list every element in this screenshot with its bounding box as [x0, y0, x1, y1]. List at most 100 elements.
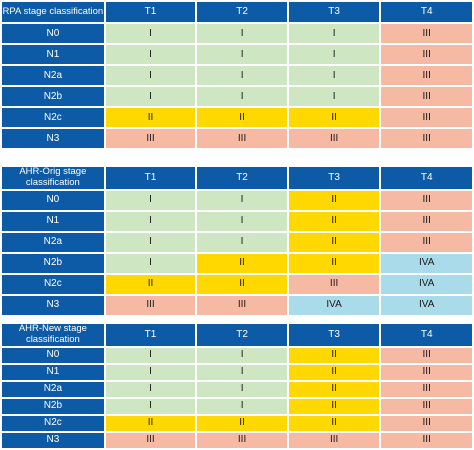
stage-cell: I: [103, 251, 198, 275]
stage-cell: I: [195, 230, 289, 254]
table-row: N0 I I I III: [0, 22, 474, 45]
table-row: N2c II II II III: [0, 413, 474, 433]
stage-cell: III: [379, 362, 474, 382]
stage-cell: II: [195, 413, 289, 433]
row-label: N2c: [0, 413, 106, 433]
row-label: N1: [0, 362, 106, 382]
stage-cell: I: [103, 345, 198, 365]
column-header: T4: [379, 165, 474, 191]
table-header-row: AHR-New stage classification T1 T2 T3 T4: [0, 322, 474, 348]
stage-cell: III: [379, 430, 474, 450]
stage-cell: III: [379, 85, 474, 108]
stage-cell: III: [379, 396, 474, 416]
stage-cell: III: [379, 413, 474, 433]
column-header: T2: [195, 165, 289, 191]
stage-cell: I: [286, 85, 382, 108]
stage-cell: II: [195, 272, 289, 296]
stage-cell: II: [195, 251, 289, 275]
stage-cell: II: [286, 188, 382, 212]
column-header: T2: [195, 322, 289, 348]
row-label: N3: [0, 430, 106, 450]
stage-cell: I: [103, 43, 198, 66]
stage-cell: I: [103, 85, 198, 108]
column-header: T3: [286, 165, 382, 191]
stage-cell: I: [195, 209, 289, 233]
stage-cell: III: [379, 188, 474, 212]
stage-cell: III: [379, 209, 474, 233]
stage-cell: II: [195, 106, 289, 129]
row-label: N2c: [0, 272, 106, 296]
stage-cell: III: [379, 127, 474, 150]
table-header-row: AHR-Orig stage classification T1 T2 T3 T…: [0, 165, 474, 191]
stage-cell: I: [103, 22, 198, 45]
stage-cell: I: [195, 22, 289, 45]
table-row: N2a I I II III: [0, 230, 474, 254]
stage-cell: III: [379, 345, 474, 365]
table-row: N2c II II III IVA: [0, 272, 474, 296]
stage-cell: III: [195, 430, 289, 450]
stage-cell: II: [103, 272, 198, 296]
table-title: AHR-Orig stage classification: [0, 165, 106, 191]
table-row: N2a I I II III: [0, 379, 474, 399]
stage-cell: I: [195, 396, 289, 416]
stage-cell: IVA: [379, 251, 474, 275]
stage-cell: III: [379, 22, 474, 45]
column-header: T3: [286, 0, 382, 24]
stage-cell: II: [286, 413, 382, 433]
stage-cell: I: [286, 64, 382, 87]
stage-cell: III: [286, 430, 382, 450]
row-label: N2a: [0, 230, 106, 254]
stage-cell: I: [103, 230, 198, 254]
stage-cell: III: [103, 430, 198, 450]
stage-cell: I: [103, 188, 198, 212]
column-header: T1: [103, 322, 198, 348]
stage-cell: II: [286, 251, 382, 275]
stage-cell: III: [379, 106, 474, 129]
stage-cell: I: [103, 396, 198, 416]
stage-cell: III: [195, 293, 289, 317]
stage-cell: II: [286, 230, 382, 254]
stage-cell: III: [379, 43, 474, 66]
rpa-stage-table: RPA stage classification T1 T2 T3 T4 N0 …: [0, 0, 474, 150]
table-row: N2a I I I III: [0, 64, 474, 87]
stage-cell: I: [195, 362, 289, 382]
stage-cell: I: [286, 43, 382, 66]
table-row: N1 I I II III: [0, 362, 474, 382]
row-label: N2b: [0, 85, 106, 108]
stage-cell: IVA: [379, 293, 474, 317]
column-header: T4: [379, 0, 474, 24]
stage-cell: III: [103, 293, 198, 317]
table-row: N1 I I II III: [0, 209, 474, 233]
table-row: N0 I I II III: [0, 188, 474, 212]
stage-cell: II: [286, 345, 382, 365]
stage-cell: II: [286, 106, 382, 129]
table-row: N2c II II II III: [0, 106, 474, 129]
stage-cell: I: [195, 64, 289, 87]
row-label: N2a: [0, 379, 106, 399]
table-row: N2b I I II III: [0, 396, 474, 416]
table-row: N3 III III IVA IVA: [0, 293, 474, 317]
stage-cell: II: [103, 106, 198, 129]
stage-cell: I: [286, 22, 382, 45]
stage-cell: III: [379, 230, 474, 254]
stage-cell: III: [286, 272, 382, 296]
stage-cell: IVA: [379, 272, 474, 296]
stage-cell: IVA: [286, 293, 382, 317]
stage-cell: I: [103, 64, 198, 87]
stage-cell: III: [379, 64, 474, 87]
stage-cell: I: [195, 188, 289, 212]
stage-cell: I: [195, 345, 289, 365]
stage-cell: I: [103, 209, 198, 233]
table-row: N2b I I I III: [0, 85, 474, 108]
stage-cell: III: [286, 127, 382, 150]
stage-cell: I: [195, 85, 289, 108]
ahr-new-stage-table: AHR-New stage classification T1 T2 T3 T4…: [0, 322, 474, 450]
stage-cell: III: [195, 127, 289, 150]
row-label: N2a: [0, 64, 106, 87]
ahr-orig-stage-table: AHR-Orig stage classification T1 T2 T3 T…: [0, 165, 474, 317]
stage-cell: I: [103, 379, 198, 399]
column-header: T4: [379, 322, 474, 348]
row-label: N0: [0, 188, 106, 212]
table-title: RPA stage classification: [0, 0, 106, 24]
stage-cell: I: [195, 43, 289, 66]
